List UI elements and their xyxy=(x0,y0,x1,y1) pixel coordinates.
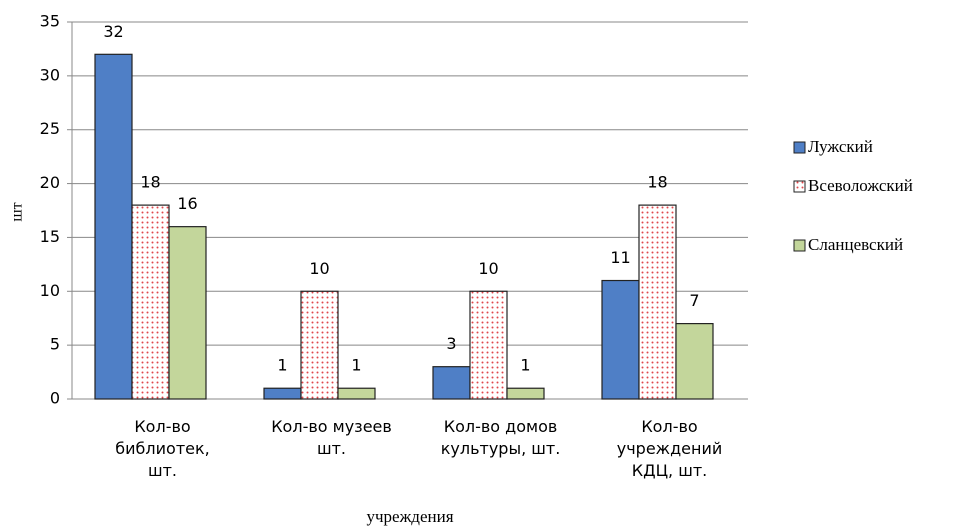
data-label: 10 xyxy=(478,259,498,278)
x-axis-label: учреждения xyxy=(366,507,453,526)
bar xyxy=(131,204,170,400)
data-label: 18 xyxy=(140,173,160,192)
bar xyxy=(601,279,640,400)
y-tick-label: 35 xyxy=(40,12,60,31)
bar xyxy=(469,290,508,400)
legend-swatch xyxy=(793,239,806,252)
y-tick-label: 20 xyxy=(40,173,60,192)
y-tick-label: 0 xyxy=(50,389,60,408)
legend-swatch xyxy=(793,180,806,193)
legend-label: Всеволожский xyxy=(808,176,913,195)
bar xyxy=(168,226,207,400)
bar xyxy=(337,387,376,400)
legend-swatch xyxy=(793,141,806,154)
bar xyxy=(675,323,714,400)
y-tick-label: 10 xyxy=(40,281,60,300)
bar xyxy=(638,204,677,400)
bar xyxy=(432,366,471,400)
y-tick-label: 25 xyxy=(40,119,60,138)
bar xyxy=(94,53,133,400)
data-label: 7 xyxy=(689,291,699,310)
data-label: 16 xyxy=(177,194,197,213)
y-tick-label: 5 xyxy=(50,335,60,354)
data-label: 10 xyxy=(309,259,329,278)
y-axis-label: шт xyxy=(9,202,26,221)
y-tick-label: 15 xyxy=(40,227,60,246)
x-tick-label: Кол-во библиотек, шт. xyxy=(115,417,210,480)
data-label: 32 xyxy=(103,22,123,41)
data-label: 1 xyxy=(351,356,361,375)
data-label: 1 xyxy=(520,356,530,375)
y-tick-label: 30 xyxy=(40,65,60,84)
x-tick-label: Кол-во музеев шт. xyxy=(271,417,392,458)
bar xyxy=(263,387,302,400)
data-label: 18 xyxy=(647,173,667,192)
x-tick-label: Кол-во учреждений КДЦ, шт. xyxy=(616,417,723,480)
bar xyxy=(300,290,339,400)
data-label: 1 xyxy=(277,356,287,375)
legend-label: Сланцевский xyxy=(808,235,903,254)
data-label: 11 xyxy=(610,248,630,267)
data-label: 3 xyxy=(446,334,456,353)
legend-label: Лужский xyxy=(808,137,873,156)
bar xyxy=(506,387,545,400)
x-tick-label: Кол-во домов культуры, шт. xyxy=(440,417,561,458)
